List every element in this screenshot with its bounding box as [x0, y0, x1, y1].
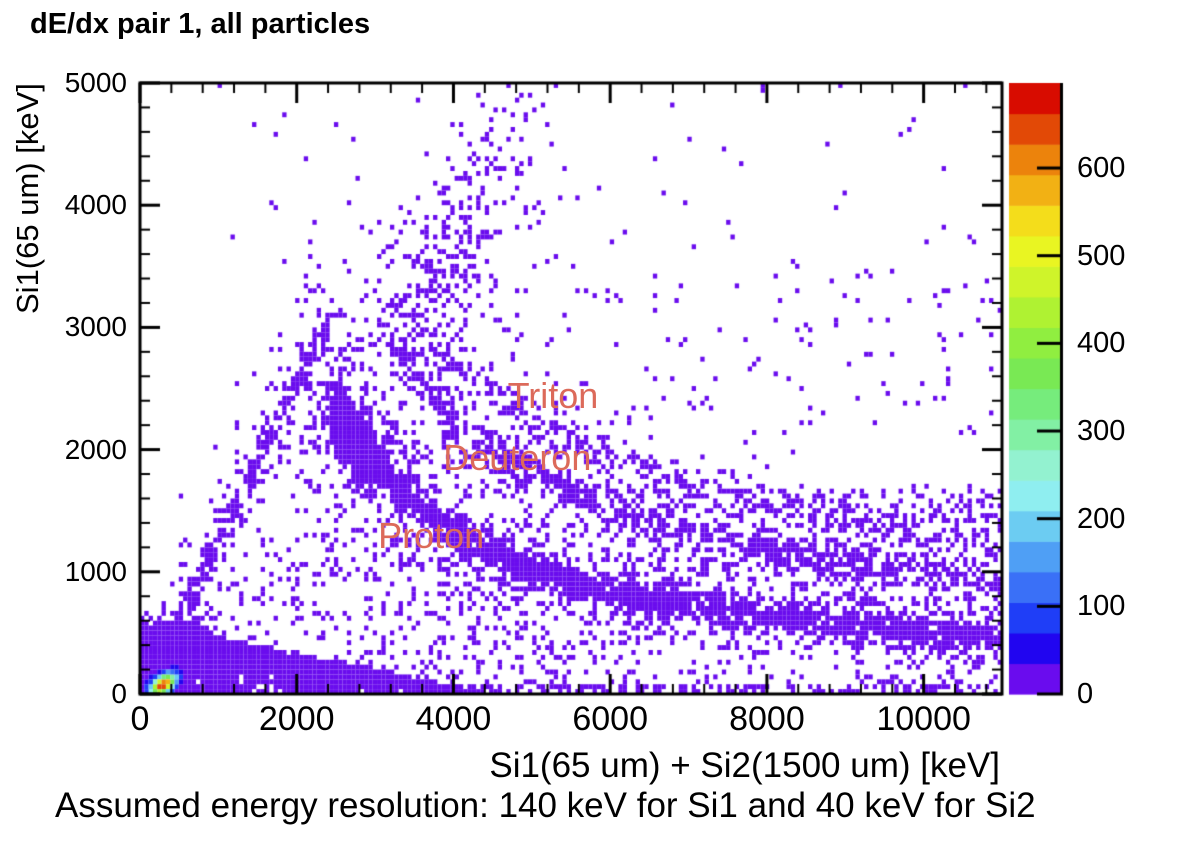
colorbar-tick-label: 100: [1077, 590, 1126, 623]
annotation-triton: Triton: [507, 374, 599, 416]
y-tick-label: 4000: [64, 189, 127, 221]
y-tick-label: 2000: [64, 433, 127, 465]
x-tick-label: 6000: [572, 700, 648, 738]
x-tick-label: 2000: [258, 700, 335, 738]
x-axis-title: Si1(65 um) + Si2(1500 um) [keV]: [489, 746, 1000, 785]
colorbar-tick-label: 300: [1077, 415, 1126, 448]
colorbar-tick-label: 500: [1077, 239, 1126, 272]
colorbar-tick-label: 400: [1077, 327, 1126, 360]
x-tick-label: 0: [130, 700, 150, 738]
y-tick-label: 3000: [64, 311, 127, 343]
annotation-deuteron: Deuteron: [443, 437, 592, 479]
footer-note: Assumed energy resolution: 140 keV for S…: [55, 786, 1036, 825]
colorbar-tick-label: 600: [1077, 152, 1126, 185]
y-tick-label: 1000: [64, 555, 127, 587]
x-tick-label: 8000: [729, 700, 805, 738]
annotation-proton: Proton: [378, 514, 485, 556]
y-tick-label: 0: [111, 678, 127, 709]
y-axis-title: Si1(65 um) [keV]: [10, 83, 45, 314]
chart-title: dE/dx pair 1, all particles: [30, 8, 371, 40]
x-tick-label: 10000: [876, 700, 971, 738]
x-tick-label: 4000: [415, 700, 492, 738]
y-tick-label: 5000: [64, 67, 127, 98]
colorbar-tick-label: 0: [1077, 678, 1094, 710]
colorbar-tick-label: 200: [1077, 502, 1126, 535]
